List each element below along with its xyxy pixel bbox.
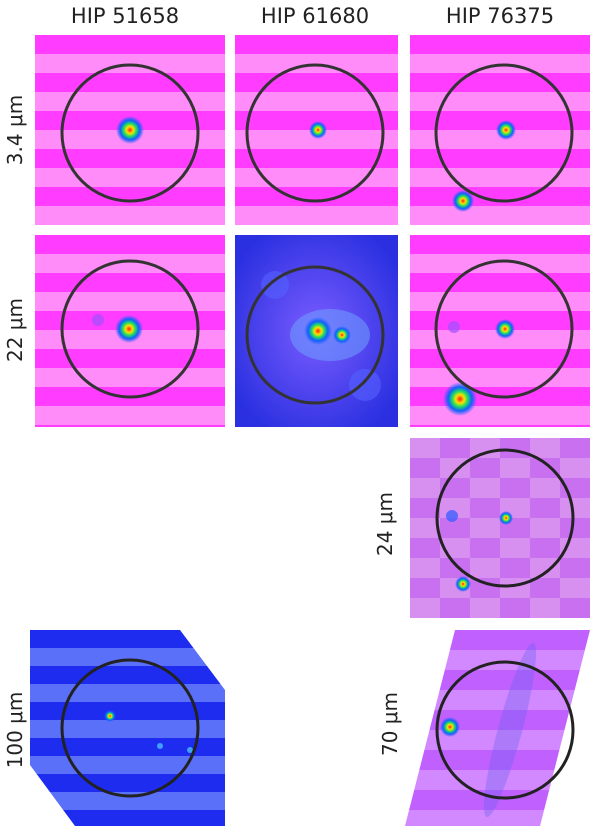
aperture-circle — [60, 259, 200, 399]
image-hip76375-3-4um — [410, 35, 590, 225]
aperture-circle — [434, 259, 574, 399]
aperture-circle — [60, 658, 200, 798]
image-hip76375-70um — [405, 630, 590, 826]
aperture-circle — [435, 448, 575, 588]
image-hip76375-22um — [410, 235, 590, 427]
row-label-70-um: 70 μm — [378, 692, 402, 757]
image-hip61680-3-4um — [235, 35, 398, 225]
image-hip76375-24um — [410, 438, 590, 618]
column-title-hip-61680: HIP 61680 — [260, 4, 370, 28]
aperture-circle — [245, 265, 385, 405]
aperture-circle — [245, 63, 385, 203]
aperture-circle — [434, 63, 574, 203]
image-hip51658-3-4um — [35, 35, 225, 225]
aperture-circle — [435, 660, 575, 800]
column-title-hip-51658: HIP 51658 — [70, 4, 180, 28]
row-label-24-um: 24 μm — [373, 492, 397, 557]
column-title-hip-76375: HIP 76375 — [445, 4, 555, 28]
row-label-100-um: 100 μm — [3, 691, 27, 769]
image-hip51658-22um — [35, 235, 225, 427]
image-hip51658-100um — [30, 630, 225, 826]
image-hip61680-22um — [235, 235, 398, 427]
row-label-3-4-um: 3.4 μm — [3, 94, 27, 166]
row-label-22-um: 22 μm — [3, 298, 27, 363]
aperture-circle — [60, 63, 200, 203]
